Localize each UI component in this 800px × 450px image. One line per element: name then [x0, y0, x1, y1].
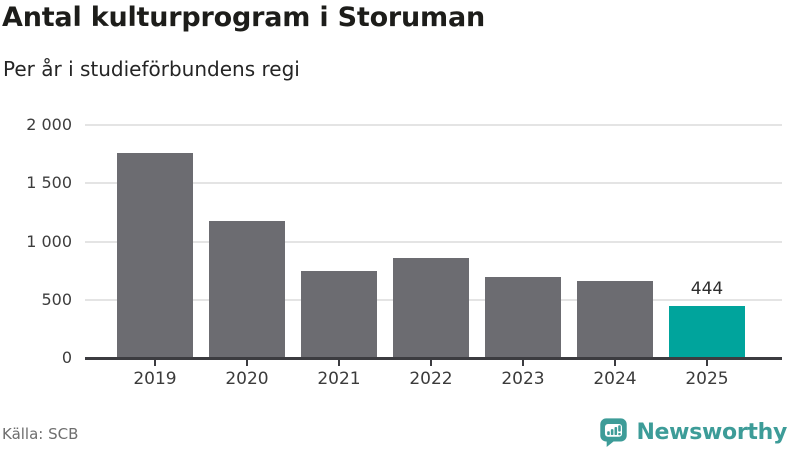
newsworthy-logo[interactable]: Newsworthy	[599, 416, 787, 448]
bar-2025	[669, 306, 745, 358]
bar-2023	[485, 277, 561, 358]
x-tick-label-2023: 2023	[501, 369, 545, 389]
y-tick-label: 0	[61, 348, 72, 367]
gridline-1500	[85, 182, 782, 185]
bar-value-label-2025: 444	[690, 279, 724, 300]
x-tick-label-2025: 2025	[685, 369, 729, 389]
bar-2024	[577, 281, 653, 358]
chart-subtitle: Per år i studieförbundens regi	[3, 57, 300, 81]
x-tick-label-2019: 2019	[133, 369, 177, 389]
y-tick-label: 1 000	[26, 231, 72, 251]
x-tick-label-2024: 2024	[593, 369, 637, 389]
x-tick-label-2021: 2021	[317, 369, 361, 389]
gridline-1000	[85, 240, 782, 243]
bar-2021	[301, 271, 377, 358]
y-tick-label: 500	[41, 289, 72, 309]
newsworthy-logo-icon	[599, 417, 628, 448]
x-tick-2020	[246, 360, 248, 366]
x-tick-2019	[154, 360, 156, 366]
x-tick-2025	[706, 360, 708, 366]
y-tick-label: 1 500	[26, 173, 72, 193]
x-tick-label-2022: 2022	[409, 369, 453, 389]
gridline-2000	[85, 124, 782, 126]
bar-2022	[393, 258, 469, 358]
x-tick-2021	[338, 360, 340, 366]
x-tick-label-2020: 2020	[225, 369, 269, 389]
x-tick-2024	[614, 360, 616, 366]
y-tick-label: 2 000	[26, 115, 72, 134]
newsworthy-wordmark: Newsworthy	[636, 419, 787, 445]
bar-2020	[209, 220, 285, 358]
chart-title: Antal kulturprogram i Storuman	[2, 2, 486, 33]
x-tick-2023	[522, 360, 524, 366]
x-tick-2022	[430, 360, 432, 366]
x-axis-line	[85, 357, 782, 360]
source-credit: Källa: SCB	[2, 425, 79, 443]
bar-2019	[117, 152, 193, 358]
